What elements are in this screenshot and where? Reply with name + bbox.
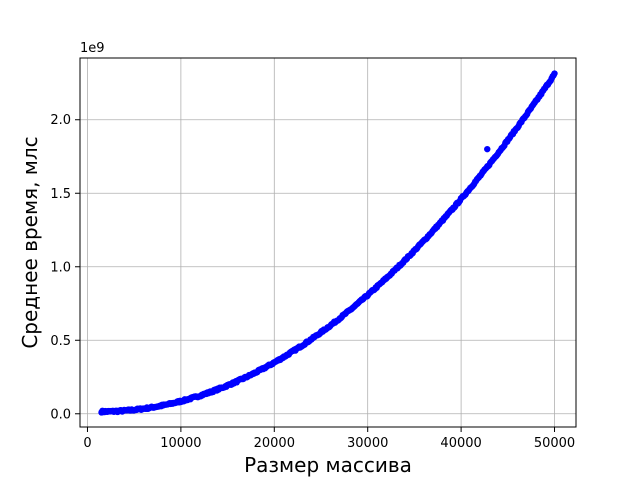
y-tick-label: 0.0 — [50, 407, 71, 422]
y-axis-offset-label: 1e9 — [80, 41, 105, 56]
x-tick-label: 40000 — [440, 436, 481, 451]
y-tick-label: 0.5 — [50, 334, 71, 349]
x-tick-label: 50000 — [534, 436, 575, 451]
scatter-point — [551, 70, 558, 77]
scatter-point-outlier — [484, 145, 491, 153]
scatter-series — [98, 70, 558, 416]
grid — [80, 58, 576, 427]
x-axis-label: Размер массива — [244, 453, 412, 477]
axis-ticks: 0 10000 20000 30000 40000 50000 0.0 0.5 1.0 1.5 2.… — [50, 113, 575, 451]
x-tick-label: 10000 — [160, 436, 201, 451]
y-axis-label: Среднее время, млс — [18, 136, 42, 348]
plot-area-frame — [79, 57, 577, 428]
x-tick-label: 30000 — [347, 436, 388, 451]
y-tick-label: 1.5 — [50, 187, 71, 202]
y-tick-label: 1.0 — [50, 260, 71, 275]
x-tick-label: 0 — [83, 436, 91, 451]
x-tick-label: 20000 — [254, 436, 295, 451]
y-tick-label: 2.0 — [50, 113, 71, 128]
